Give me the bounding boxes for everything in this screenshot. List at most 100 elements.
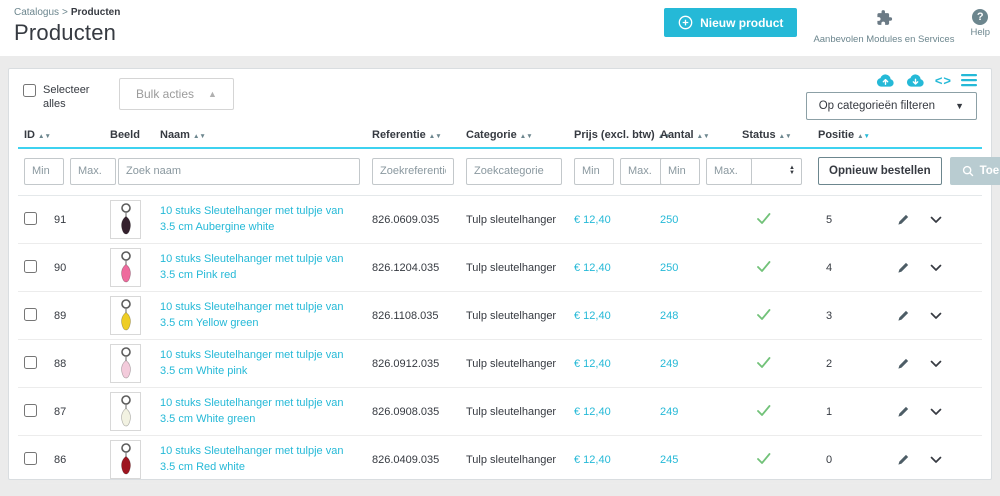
breadcrumb-current: Producten [71,7,120,18]
row-dropdown-toggle[interactable] [925,360,947,368]
product-position[interactable]: 3 [812,292,886,340]
show-sql-icon[interactable]: <> [935,73,952,88]
filter-qty-max-input[interactable] [706,158,752,185]
filter-name-input[interactable] [118,158,360,185]
product-name-link[interactable]: 10 stuks Sleutelhanger met tulpje van 3.… [160,348,360,380]
filter-id-min-input[interactable] [24,158,64,185]
recommended-modules-button[interactable]: Aanbevolen Modules en Services [813,8,954,45]
product-quantity[interactable]: 250 [654,244,736,292]
list-settings-icon[interactable] [961,74,977,87]
product-position[interactable]: 1 [812,388,886,436]
row-dropdown-toggle[interactable] [925,312,947,320]
product-quantity[interactable]: 249 [654,388,736,436]
product-position[interactable]: 4 [812,244,886,292]
new-product-button[interactable]: Nieuw product [664,8,797,37]
product-thumbnail[interactable] [110,248,141,287]
row-checkbox[interactable] [24,260,37,273]
filter-category-input[interactable] [466,158,562,185]
sort-id[interactable]: ▲▼ [38,129,51,141]
product-name-link[interactable]: 10 stuks Sleutelhanger met tulpje van 3.… [160,300,360,332]
edit-button[interactable] [892,260,914,275]
product-category: Tulp sleutelhanger [460,340,568,388]
edit-button[interactable] [892,404,914,419]
table-row: 90 10 stuks Sleutelhanger met tulpje van… [18,244,982,292]
product-name-link[interactable]: 10 stuks Sleutelhanger met tulpje van 3.… [160,204,360,236]
export-cloud-icon[interactable] [905,73,926,88]
filter-qty-min-input[interactable] [660,158,700,185]
product-position[interactable]: 2 [812,340,886,388]
row-dropdown-toggle[interactable] [925,408,947,416]
import-cloud-icon[interactable] [875,73,896,88]
product-price[interactable]: € 12,40 [568,292,654,340]
filter-reference-input[interactable] [372,158,454,185]
bulk-actions-button[interactable]: Bulk acties ▲ [119,78,234,110]
product-table: ID▲▼ Beeld Naam▲▼ Referentie▲▼ Categorie… [18,121,982,484]
sort-referentie[interactable]: ▲▼ [429,129,442,141]
product-position[interactable]: 0 [812,436,886,484]
row-dropdown-toggle[interactable] [925,456,947,464]
reorder-button[interactable]: Opnieuw bestellen [818,157,942,185]
row-dropdown-toggle[interactable] [925,216,947,224]
col-header-id: ID▲▼ [18,121,104,148]
help-button[interactable]: ? Help [970,8,990,38]
product-id: 89 [48,292,104,340]
panel-toolbar: Selecteer alles Bulk acties ▲ <> [9,69,991,121]
category-filter-label: Op categorieën filteren [819,100,935,112]
product-price[interactable]: € 12,40 [568,196,654,244]
product-thumbnail[interactable] [110,200,141,239]
row-checkbox[interactable] [24,212,37,225]
product-name-link[interactable]: 10 stuks Sleutelhanger met tulpje van 3.… [160,252,360,284]
edit-button[interactable] [892,452,914,467]
row-checkbox[interactable] [24,404,37,417]
apply-filter-button[interactable]: Toepassen [950,157,1000,185]
product-price[interactable]: € 12,40 [568,340,654,388]
product-thumbnail[interactable] [110,344,141,383]
product-reference: 826.1204.035 [366,244,460,292]
edit-button[interactable] [892,356,914,371]
filter-id-max-input[interactable] [70,158,116,185]
keychain-tulip-image [113,346,139,382]
filter-price-min-input[interactable] [574,158,614,185]
product-price[interactable]: € 12,40 [568,436,654,484]
edit-button[interactable] [892,308,914,323]
product-thumbnail[interactable] [110,296,141,335]
col-header-referentie: Referentie▲▼ [366,121,460,148]
product-id: 87 [48,388,104,436]
edit-button[interactable] [892,212,914,227]
new-product-label: Nieuw product [700,16,783,30]
product-position[interactable]: 5 [812,196,886,244]
search-icon [962,165,974,177]
product-id: 90 [48,244,104,292]
category-filter-button[interactable]: Op categorieën filteren ▼ [806,92,977,120]
breadcrumb-parent[interactable]: Catalogus [14,7,59,18]
product-thumbnail[interactable] [110,440,141,479]
product-name-link[interactable]: 10 stuks Sleutelhanger met tulpje van 3.… [160,444,360,476]
sort-naam[interactable]: ▲▼ [193,129,206,141]
row-checkbox[interactable] [24,356,37,369]
col-header-positie: Positie▲▼ [812,121,886,148]
table-row: 88 10 stuks Sleutelhanger met tulpje van… [18,340,982,388]
product-price[interactable]: € 12,40 [568,388,654,436]
product-quantity[interactable]: 250 [654,196,736,244]
sort-aantal[interactable]: ▲▼ [697,129,710,141]
keychain-tulip-image [113,202,139,238]
product-quantity[interactable]: 245 [654,436,736,484]
chevron-down-icon: ▼ [955,101,964,111]
select-all-checkbox[interactable] [23,84,36,97]
product-name-link[interactable]: 10 stuks Sleutelhanger met tulpje van 3.… [160,396,360,428]
product-thumbnail[interactable] [110,392,141,431]
product-category: Tulp sleutelhanger [460,196,568,244]
table-header-row: ID▲▼ Beeld Naam▲▼ Referentie▲▼ Categorie… [18,121,982,148]
header-actions: Nieuw product Aanbevolen Modules en Serv… [664,8,990,45]
product-quantity[interactable]: 248 [654,292,736,340]
row-dropdown-toggle[interactable] [925,264,947,272]
sort-positie[interactable]: ▲▼ [857,129,870,141]
select-all-control[interactable]: Selecteer alles [23,83,93,112]
product-price[interactable]: € 12,40 [568,244,654,292]
row-checkbox[interactable] [24,308,37,321]
row-checkbox[interactable] [24,452,37,465]
product-quantity[interactable]: 249 [654,340,736,388]
sort-status[interactable]: ▲▼ [779,129,792,141]
sort-categorie[interactable]: ▲▼ [520,129,533,141]
product-reference: 826.0609.035 [366,196,460,244]
